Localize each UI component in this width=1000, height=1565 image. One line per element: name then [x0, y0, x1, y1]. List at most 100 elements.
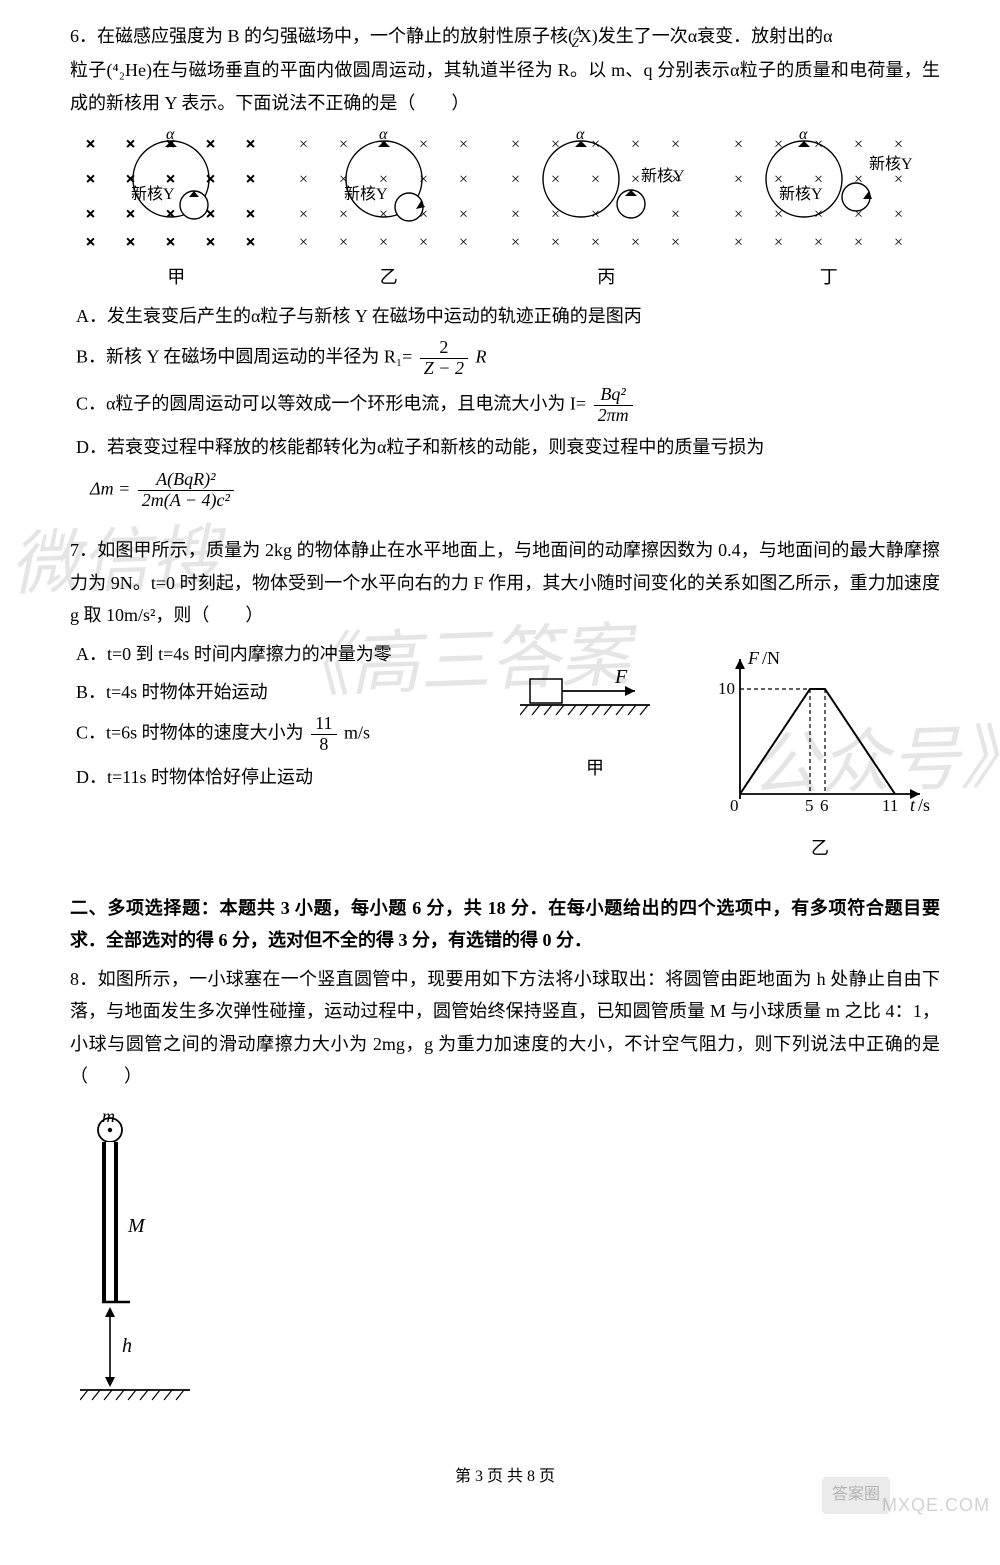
svg-text:×: × — [126, 136, 135, 153]
svg-text:F: F — [614, 666, 628, 688]
svg-text:×: × — [854, 136, 863, 153]
svg-text:×: × — [551, 171, 560, 188]
fraction-den: 2πm — [594, 406, 633, 426]
svg-text:×: × — [774, 234, 783, 249]
svg-text:×: × — [459, 234, 468, 249]
svg-text:×: × — [671, 136, 680, 153]
q7-stem: 7．如图甲所示，质量为 2kg 的物体静止在水平地面上，与地面间的动摩擦因数为 … — [70, 534, 940, 631]
svg-text:×: × — [379, 206, 388, 223]
nuclide-x: X — [579, 26, 592, 46]
svg-text:×: × — [246, 171, 255, 188]
fraction: 2 Z − 2 — [420, 338, 468, 379]
corner-watermark: MXQE.COM — [882, 1489, 990, 1521]
q6-diagram-row: × × × × × × × × × × × × × × × × × × × × α 新核Y 甲 — [70, 129, 940, 294]
q6-option-a: A．发生衰变后产生的α粒子与新核 Y 在磁场中运动的轨迹正确的是图丙 — [76, 300, 940, 332]
svg-text:×: × — [894, 136, 903, 153]
svg-text:×: × — [246, 136, 255, 153]
svg-text:×: × — [206, 171, 215, 188]
svg-text:×: × — [419, 136, 428, 153]
question-6: 6．在磁感应强度为 B 的匀强磁场中，一个静止的放射性原子核(AZX)发生了一次… — [70, 20, 940, 510]
svg-text:×: × — [631, 171, 640, 188]
label-ding: 丁 — [724, 261, 934, 293]
svg-text:×: × — [734, 136, 743, 153]
q6-number: 6． — [70, 26, 97, 46]
fraction-num: 11 — [311, 714, 336, 735]
svg-text:×: × — [459, 171, 468, 188]
q6-diagram-yi: ××××× ××××× ××××× ××××× α 新核Y 乙 — [289, 129, 489, 294]
diagram-ding-svg: ××××× ××××× ××××× ××××× α 新核Y 新核Y — [724, 129, 934, 249]
svg-text:11: 11 — [882, 796, 898, 815]
diagram-bing-svg: ××××× ××××× ××××× ××××× α 新核Y — [501, 129, 711, 249]
svg-text:×: × — [299, 136, 308, 153]
diagram-jia-svg: ××××× ××××× ××××× ××××× α 新核Y — [76, 129, 276, 249]
svg-text:新核Y: 新核Y — [344, 185, 388, 203]
svg-text:新核Y: 新核Y — [869, 155, 913, 173]
q6-option-d-eq: Δm = A(BqR)² 2m(A − 4)c² — [90, 470, 940, 511]
fraction: Bq² 2πm — [594, 385, 633, 426]
svg-text:×: × — [631, 136, 640, 153]
q6-diagram-bing: ××××× ××××× ××××× ××××× α 新核Y 丙 — [501, 129, 711, 294]
q6-text: )发生了一次α衰变．放射出的α — [592, 26, 833, 46]
q6-diagram-ding: ××××× ××××× ××××× ××××× α 新核Y 新核Y 丁 — [724, 129, 934, 294]
svg-text:×: × — [419, 171, 428, 188]
q8-text: 如图所示，一小球塞在一个竖直圆管中，现要用如下方法将小球取出：将圆管由距地面为 … — [70, 969, 940, 1086]
svg-text:6: 6 — [820, 796, 829, 815]
question-7: 7．如图甲所示，质量为 2kg 的物体静止在水平地面上，与地面间的动摩擦因数为 … — [70, 534, 940, 864]
q8-svg: m M h — [80, 1112, 200, 1412]
svg-text:×: × — [166, 234, 175, 249]
svg-text:×: × — [734, 206, 743, 223]
label-bing: 丙 — [501, 261, 711, 293]
label-yi: 乙 — [289, 261, 489, 293]
q6-diagram-jia: ××××× ××××× ××××× ××××× α 新核Y 甲 — [76, 129, 276, 294]
svg-text:×: × — [814, 234, 823, 249]
svg-text:新核Y: 新核Y — [779, 185, 823, 203]
q6-option-b: B．新核 Y 在磁场中圆周运动的半径为 R₁= 2 Z − 2 R — [76, 338, 940, 379]
optc-pre: C．t=6s 时物体的速度大小为 — [76, 723, 304, 743]
svg-text:×: × — [379, 234, 388, 249]
svg-text:×: × — [511, 171, 520, 188]
svg-text:0: 0 — [730, 796, 739, 815]
q6-stem-line2: 粒子(⁴₂He)在与磁场垂直的平面内做圆周运动，其轨道半径为 R。以 m、q 分… — [70, 54, 940, 119]
svg-text:×: × — [511, 234, 520, 249]
svg-text:F: F — [747, 649, 760, 668]
optc-pre: C．α粒子的圆周运动可以等效成一个环形电流，且电流大小为 I= — [76, 393, 586, 413]
svg-text:×: × — [671, 206, 680, 223]
svg-text:×: × — [551, 234, 560, 249]
label-yi: 乙 — [710, 832, 930, 864]
fraction: 11 8 — [311, 714, 336, 755]
fraction-den: 2m(A − 4)c² — [138, 491, 234, 511]
q8-figure: m M h — [80, 1112, 940, 1422]
svg-text:×: × — [299, 206, 308, 223]
q6-option-d: D．若衰变过程中释放的核能都转化为α粒子和新核的动能，则衰变过程中的质量亏损为 — [76, 431, 940, 463]
q7-number: 7． — [70, 540, 97, 560]
q8-number: 8． — [70, 969, 98, 989]
svg-text:α: α — [379, 129, 388, 143]
svg-text:×: × — [126, 206, 135, 223]
q6-stem-line1: 6．在磁感应强度为 B 的匀强磁场中，一个静止的放射性原子核(AZX)发生了一次… — [70, 20, 940, 54]
svg-text:×: × — [166, 206, 175, 223]
svg-text:×: × — [591, 171, 600, 188]
svg-text:×: × — [206, 136, 215, 153]
label-jia: 甲 — [76, 261, 276, 293]
svg-text:×: × — [339, 234, 348, 249]
svg-text:×: × — [299, 171, 308, 188]
fraction-num: 2 — [420, 338, 468, 359]
svg-text:×: × — [86, 234, 95, 249]
section-2-header: 二、多项选择题：本题共 3 小题，每小题 6 分，共 18 分．在每小题给出的四… — [70, 892, 940, 957]
q7-fig-jia: F 甲 — [520, 649, 670, 864]
svg-text:α: α — [799, 129, 808, 143]
svg-text:/s: /s — [918, 795, 930, 815]
fraction-den: Z − 2 — [420, 359, 468, 379]
fig-yi-svg: F/N t/s 10 0 5 6 11 — [710, 649, 930, 819]
optb-post: R — [475, 347, 486, 367]
q7-text: 如图甲所示，质量为 2kg 的物体静止在水平地面上，与地面间的动摩擦因数为 0.… — [70, 540, 940, 625]
svg-text:×: × — [86, 136, 95, 153]
svg-text:×: × — [246, 206, 255, 223]
svg-text:×: × — [86, 171, 95, 188]
question-8: 8．如图所示，一小球塞在一个竖直圆管中，现要用如下方法将小球取出：将圆管由距地面… — [70, 963, 940, 1423]
svg-text:×: × — [299, 234, 308, 249]
svg-text:h: h — [122, 1335, 132, 1357]
svg-text:/N: /N — [762, 649, 780, 668]
diagram-yi-svg: ××××× ××××× ××××× ××××× α 新核Y — [289, 129, 489, 249]
svg-text:×: × — [206, 234, 215, 249]
